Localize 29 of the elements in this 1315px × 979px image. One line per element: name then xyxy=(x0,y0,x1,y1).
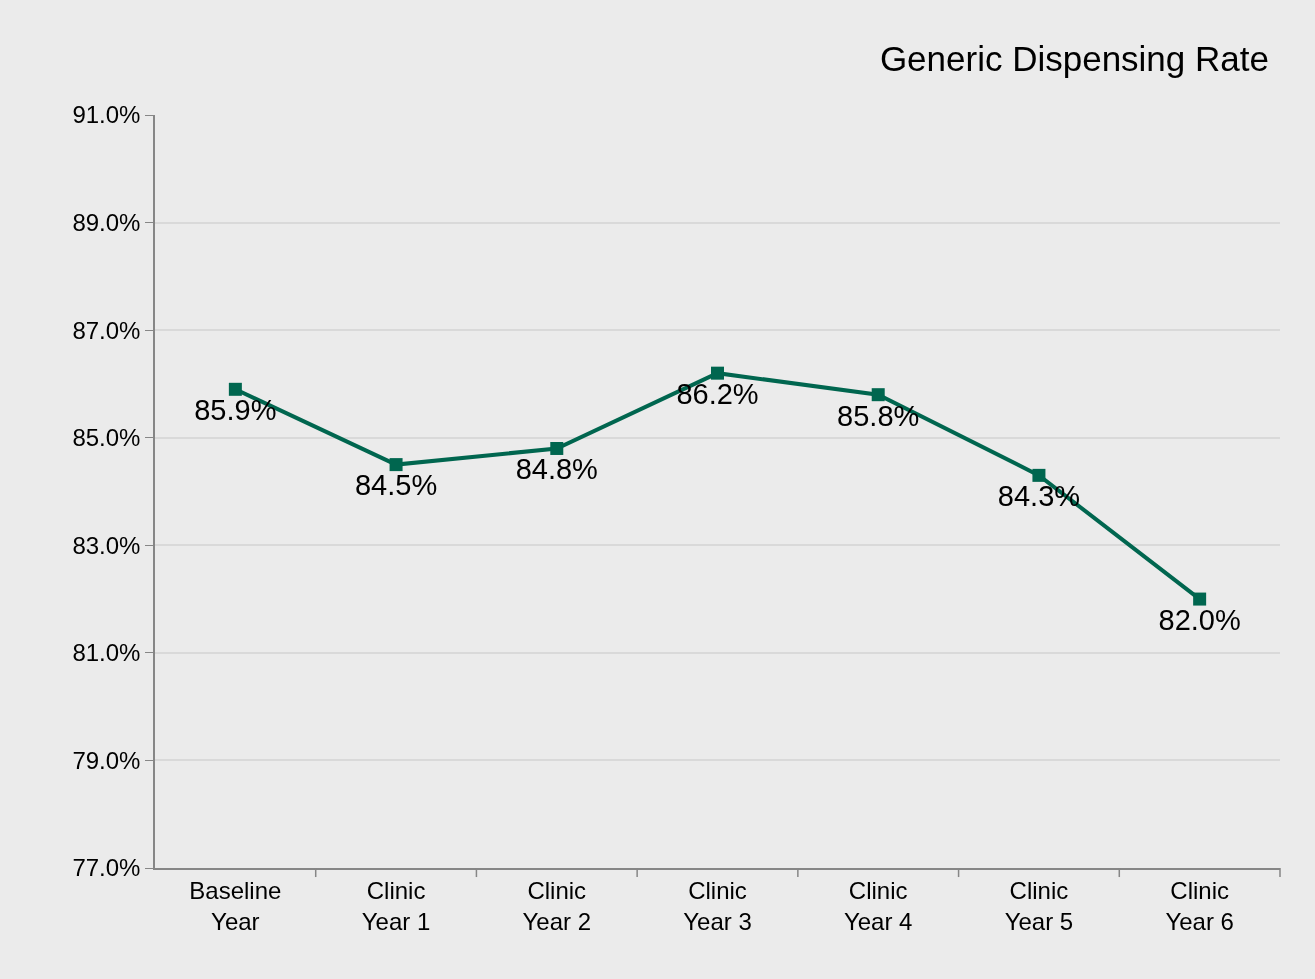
x-tick-label: Clinic Year 6 xyxy=(1165,876,1234,935)
x-tick-label: Clinic Year 1 xyxy=(361,876,431,935)
y-tick-label: 81.0% xyxy=(72,639,141,667)
x-tick-label: Clinic Year 3 xyxy=(683,876,752,935)
x-tick-label: Clinic Year 2 xyxy=(522,876,592,935)
y-tick-label: 85.0% xyxy=(72,424,141,452)
point xyxy=(389,458,403,472)
x-tick-label: Clinic Year 5 xyxy=(1004,876,1074,935)
data-label: 84.8% xyxy=(515,453,598,486)
data-label: 86.2% xyxy=(676,378,759,411)
point xyxy=(871,388,885,402)
chart-title: Generic Dispensing Rate xyxy=(879,38,1269,78)
point xyxy=(711,366,724,380)
y-tick-label: 91.0% xyxy=(72,101,141,129)
point xyxy=(1032,468,1046,482)
y-tick-label: 77.0% xyxy=(72,854,141,882)
y-tick-label: 89.0% xyxy=(72,208,141,236)
point xyxy=(228,382,242,396)
data-label: 85.8% xyxy=(837,399,920,432)
x-tick-label: Baseline Year xyxy=(189,876,282,935)
data-label: 85.9% xyxy=(194,394,277,427)
data-label: 82.0% xyxy=(1158,603,1241,636)
y-tick-label: 87.0% xyxy=(72,316,141,344)
point xyxy=(1193,592,1207,606)
point xyxy=(550,441,564,455)
y-tick-label: 83.0% xyxy=(72,531,141,559)
y-tick-label: 79.0% xyxy=(72,746,141,774)
data-label: 84.5% xyxy=(354,469,438,502)
x-tick-label: Clinic Year 4 xyxy=(843,876,913,935)
